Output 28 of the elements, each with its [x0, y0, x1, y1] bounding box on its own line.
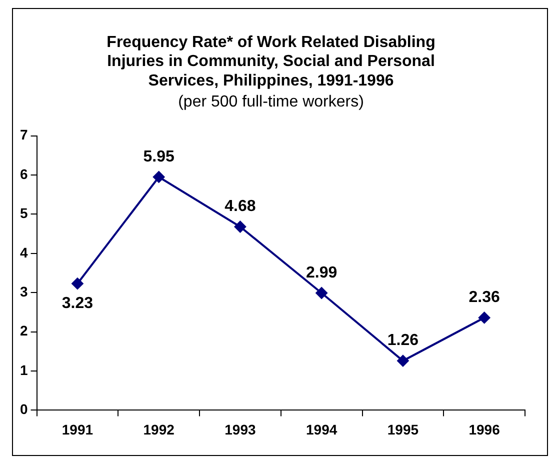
chart-title: Frequency Rate* of Work Related Disabling Injuries in Community, Social and Personal Services, Philippines, 1991-1996	[106, 34, 436, 90]
x-tick-label: 1995	[387, 421, 419, 438]
x-tick-label: 1993	[224, 421, 256, 438]
y-tick-label: 1	[20, 362, 28, 378]
x-tick-label: 1991	[62, 421, 94, 438]
point	[316, 286, 328, 299]
y-tick-label: 4	[20, 244, 28, 260]
y-tick-label: 0	[20, 401, 28, 418]
x-tick-label: 1994	[306, 421, 338, 438]
point	[396, 354, 409, 367]
data-label: 1.26	[387, 332, 419, 350]
point	[234, 220, 246, 233]
y-tick-label: 5	[20, 205, 28, 222]
data-label: 3.23	[62, 294, 94, 312]
data-label: 5.95	[143, 148, 175, 166]
x-tick-label: 1992	[143, 421, 175, 438]
data-label: 4.68	[224, 198, 256, 216]
chart-subtitle: (per 500 full-time workers)	[178, 94, 364, 111]
data-label: 2.36	[468, 289, 500, 306]
data-label: 2.99	[306, 264, 338, 282]
y-tick-label: 7	[20, 126, 28, 143]
point	[152, 170, 165, 183]
point	[478, 312, 490, 324]
x-tick-label: 1996	[468, 421, 500, 438]
y-tick-label: 2	[20, 322, 28, 339]
y-tick-label: 3	[20, 283, 28, 300]
y-tick-label: 6	[20, 166, 28, 182]
point	[71, 278, 84, 290]
